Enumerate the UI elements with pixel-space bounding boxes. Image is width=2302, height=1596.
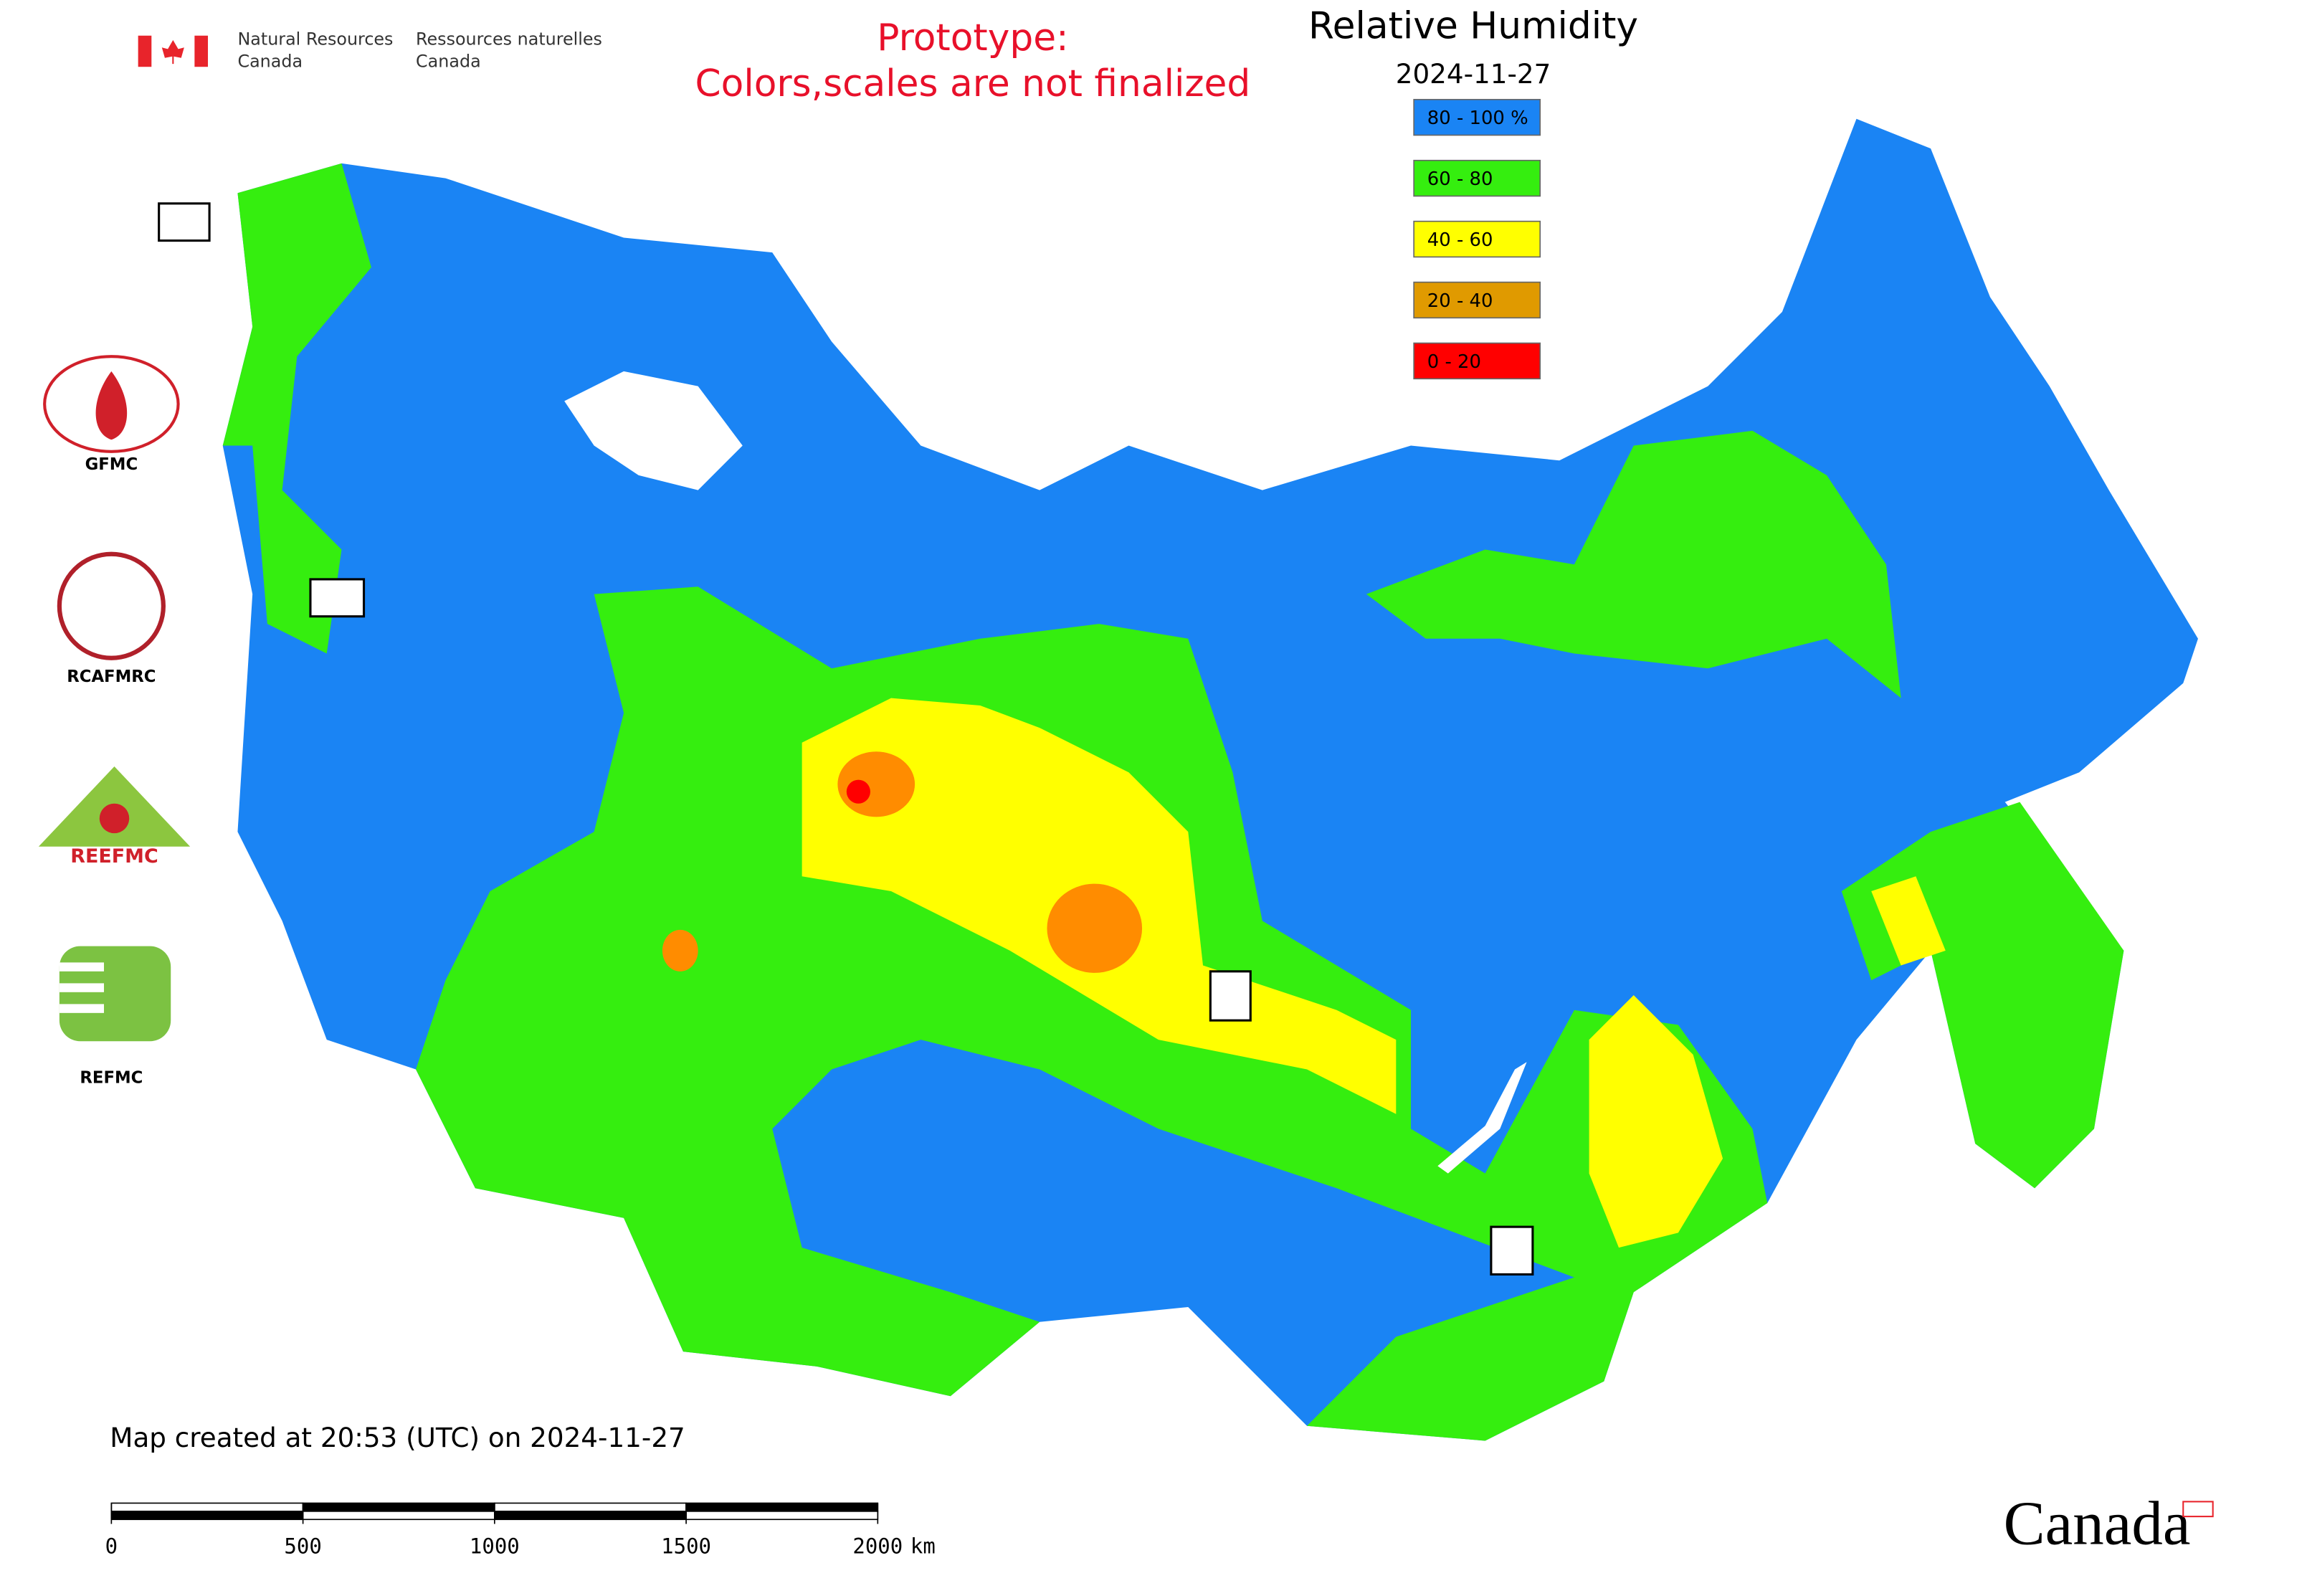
legend-label: 80 - 100 % bbox=[1427, 108, 1528, 129]
land-green-west bbox=[222, 163, 371, 654]
flag-bar bbox=[194, 35, 209, 67]
scale-segment bbox=[302, 1502, 495, 1512]
land-yellow-east bbox=[1589, 994, 1723, 1248]
logo-label: REEFMC bbox=[70, 845, 158, 868]
org-text: Natural Resources bbox=[237, 29, 393, 49]
lake-baikal bbox=[1437, 1062, 1527, 1174]
legend-swatch bbox=[1413, 281, 1541, 319]
land-green bbox=[416, 586, 1768, 1441]
map-date: 2024-11-27 bbox=[1396, 58, 1551, 90]
map-title: Relative Humidity bbox=[1308, 4, 1638, 47]
prototype-note: Prototype: bbox=[877, 16, 1068, 60]
maple-leaf bbox=[161, 39, 184, 65]
prototype-note: Colors,scales are not finalized bbox=[695, 62, 1250, 105]
legend-label: 20 - 40 bbox=[1427, 290, 1493, 312]
gfmc-flame bbox=[95, 371, 128, 440]
legend: 80 - 100 % 60 - 80 40 - 60 20 - 40 0 - 20 bbox=[1413, 98, 1541, 380]
refmc-stripe bbox=[59, 983, 105, 992]
scale-label: 1500 bbox=[661, 1534, 711, 1559]
logo-label: REFMC bbox=[80, 1068, 143, 1087]
scale-segment bbox=[494, 1502, 687, 1512]
map-marker bbox=[1209, 970, 1252, 1022]
scale-bar: 0 500 1000 1500 2000 km bbox=[105, 1502, 936, 1559]
land-red bbox=[846, 779, 870, 804]
scale-segment bbox=[685, 1502, 879, 1512]
canada-wordmark: Canada bbox=[2004, 1488, 2191, 1558]
legend-label: 40 - 60 bbox=[1427, 229, 1493, 251]
wordmark-flag bbox=[2182, 1501, 2214, 1518]
logo-label: RCAFMRC bbox=[67, 668, 156, 686]
land-yellow-far-east bbox=[1871, 876, 1946, 966]
flag-bar bbox=[138, 35, 152, 67]
map-marker bbox=[1490, 1225, 1534, 1276]
scale-segment bbox=[302, 1511, 495, 1521]
sea-white bbox=[564, 371, 743, 490]
scale-label: 500 bbox=[284, 1534, 321, 1559]
land-green-east bbox=[1366, 430, 1901, 698]
logos: GFMC RCAFMRC REEFMC REFMC bbox=[38, 202, 1534, 1276]
legend-swatch bbox=[1413, 342, 1541, 380]
scale-segment bbox=[494, 1511, 687, 1521]
created-note: Map created at 20:53 (UTC) on 2024-11-27 bbox=[110, 1422, 685, 1453]
scale-segment bbox=[110, 1502, 304, 1512]
map-marker bbox=[158, 202, 211, 242]
scale-label: 0 bbox=[105, 1534, 118, 1559]
legend-swatch bbox=[1413, 220, 1541, 258]
reefmc-flame bbox=[99, 803, 130, 834]
org-text: Ressources naturelles bbox=[416, 29, 602, 49]
org-text: Canada bbox=[237, 52, 303, 72]
land-orange bbox=[1047, 883, 1143, 973]
map-marker bbox=[309, 578, 366, 618]
gfmc-logo bbox=[43, 355, 180, 453]
land-orange bbox=[662, 929, 698, 972]
refmc-logo bbox=[59, 946, 171, 1042]
government-signature: Natural Resources Canada Ressources natu… bbox=[138, 29, 602, 72]
rcafmrc-logo bbox=[57, 551, 166, 660]
scale-label: 1000 bbox=[470, 1534, 520, 1559]
org-text: Canada bbox=[416, 52, 481, 72]
logo-label: GFMC bbox=[85, 455, 138, 474]
legend-swatch bbox=[1413, 98, 1541, 136]
scale-unit: km bbox=[910, 1534, 936, 1559]
legend-label: 60 - 80 bbox=[1427, 168, 1493, 190]
refmc-stripe bbox=[59, 962, 105, 972]
scale-segment bbox=[685, 1511, 879, 1521]
scale-segment bbox=[110, 1511, 304, 1521]
scale-label: 2000 bbox=[852, 1534, 903, 1559]
legend-label: 0 - 20 bbox=[1427, 351, 1481, 373]
legend-swatch bbox=[1413, 159, 1541, 197]
refmc-stripe bbox=[59, 1004, 105, 1013]
